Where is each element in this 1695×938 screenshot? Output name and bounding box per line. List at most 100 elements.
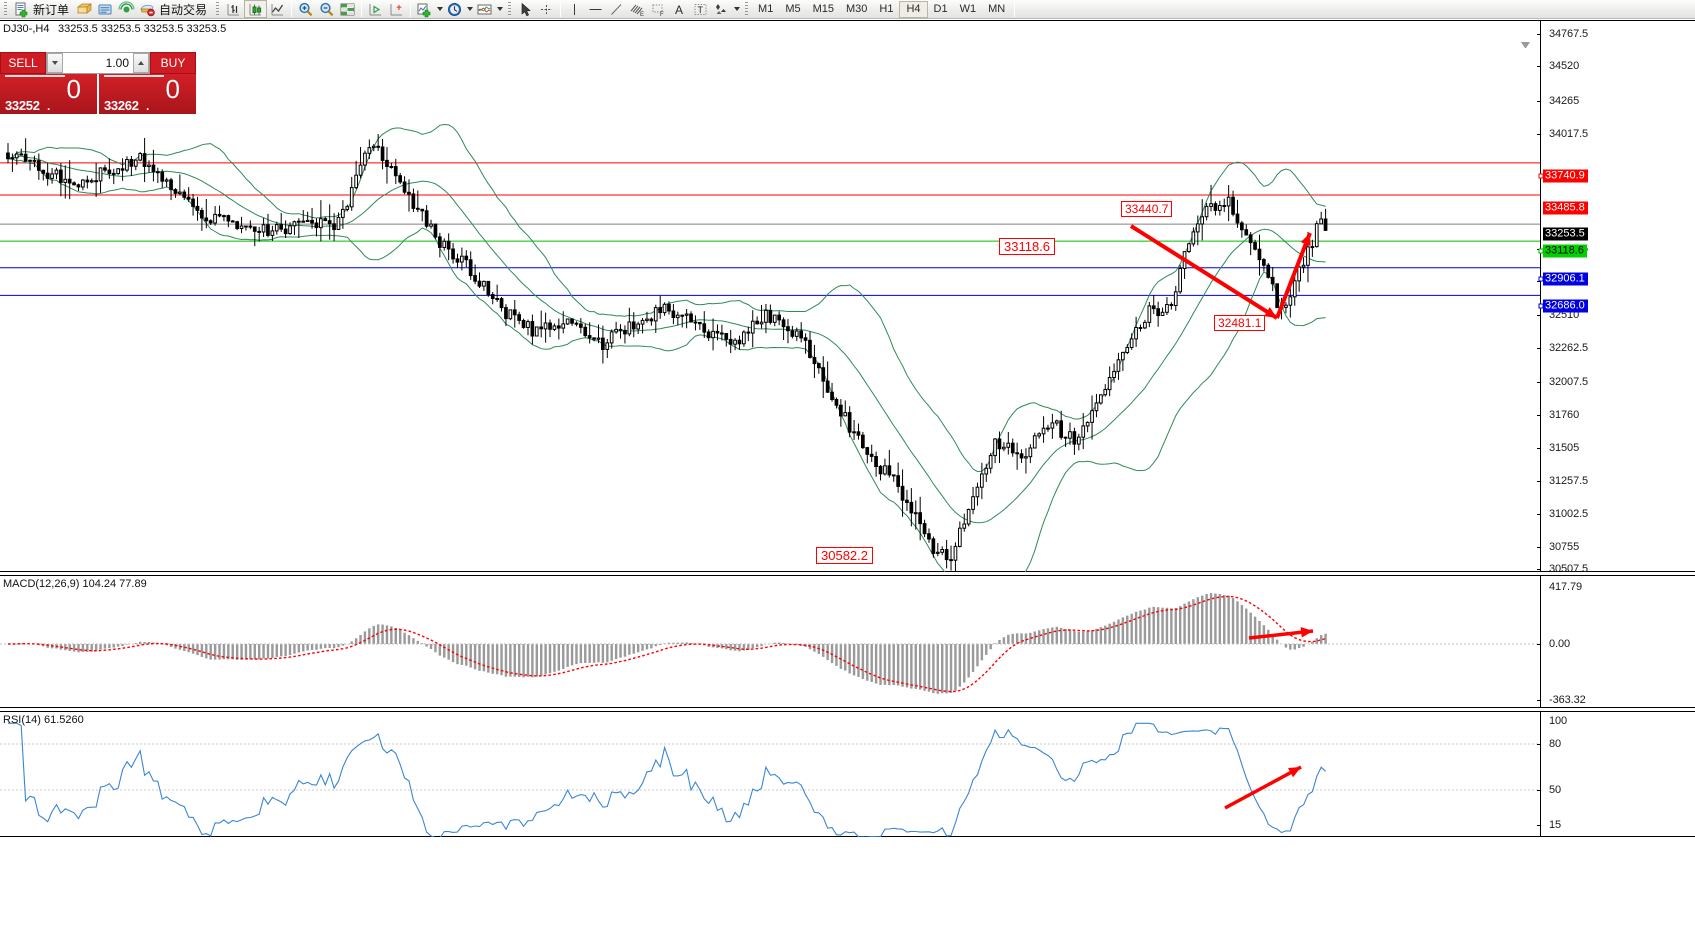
level-handle-33740-9[interactable] bbox=[1538, 173, 1544, 179]
bid-price-frac: 0 bbox=[66, 74, 81, 104]
bid-decimal: . bbox=[47, 99, 51, 113]
timeframe-m1[interactable]: M1 bbox=[758, 2, 774, 15]
timeframe-m30[interactable]: M30 bbox=[846, 2, 868, 15]
shapes-dropdown-arrow[interactable] bbox=[732, 1, 741, 17]
macd-axis[interactable]: 417.79 0.00 -363.32 bbox=[1537, 576, 1695, 707]
chart-area[interactable]: DJ30-,H4 33253.5 33253.5 33253.5 33253.5… bbox=[0, 19, 1695, 938]
trade-panel-top-row: SELL 1.00 BUY bbox=[0, 52, 196, 74]
price-plot[interactable] bbox=[0, 21, 1540, 572]
timeframe-w1[interactable]: W1 bbox=[959, 2, 977, 15]
data-window-button[interactable] bbox=[337, 0, 358, 18]
period-button[interactable] bbox=[444, 0, 465, 18]
level-handle-33118-6[interactable] bbox=[1538, 248, 1544, 254]
rsi-plot[interactable] bbox=[0, 712, 1540, 837]
templates-icon bbox=[476, 1, 493, 18]
rsi-axis[interactable]: 100 80 50 15 bbox=[1537, 712, 1695, 836]
crosshair-button[interactable] bbox=[536, 0, 557, 18]
candlestick-chart-button[interactable] bbox=[244, 0, 268, 18]
auto-trading-button[interactable]: 自动交易 bbox=[137, 0, 212, 18]
templates-dropdown-arrow[interactable] bbox=[495, 1, 504, 17]
price-tag-32906-1[interactable]: 32906.1 bbox=[1543, 272, 1588, 286]
vertical-line-button[interactable] bbox=[564, 0, 585, 18]
macd-tick-max: 417.79 bbox=[1549, 581, 1583, 593]
ask-quote[interactable]: 33262 . 0 bbox=[99, 74, 196, 114]
price-tag-32686-0[interactable]: 32686.0 bbox=[1543, 299, 1588, 313]
toolbar-grip-2[interactable] bbox=[215, 1, 221, 17]
bid-quote[interactable]: 33252 . 0 bbox=[0, 74, 97, 114]
one-click-trading-panel[interactable]: SELL 1.00 BUY 33252 . 0 33262 bbox=[0, 52, 196, 114]
horizontal-line-button[interactable] bbox=[585, 0, 606, 18]
buy-button[interactable]: BUY bbox=[150, 52, 196, 74]
label-30582-2: 30582.2 bbox=[816, 547, 873, 564]
price-tick-31002-5: 31002.5 bbox=[1549, 508, 1589, 520]
timeframe-h4[interactable]: H4 bbox=[899, 0, 928, 18]
ask-price-int: 33262 bbox=[104, 98, 139, 113]
text-button[interactable]: A bbox=[669, 0, 690, 18]
channel-button[interactable]: F bbox=[648, 0, 669, 18]
rsi-tick-80: 80 bbox=[1549, 738, 1562, 750]
zoom-out-button[interactable] bbox=[316, 0, 337, 18]
price-tick-32007-5: 32007.5 bbox=[1549, 376, 1589, 388]
zoom-in-button[interactable] bbox=[295, 0, 316, 18]
profiles-button[interactable] bbox=[74, 0, 95, 18]
price-pane[interactable]: DJ30-,H4 33253.5 33253.5 33253.5 33253.5… bbox=[0, 20, 1695, 575]
zoom-in-icon bbox=[297, 1, 314, 18]
price-tag-33118-6[interactable]: 33118.6 bbox=[1543, 244, 1587, 258]
timeframe-h1[interactable]: H1 bbox=[879, 2, 894, 15]
timeframe-m5[interactable]: M5 bbox=[785, 2, 801, 15]
level-handle-32906-1[interactable] bbox=[1538, 276, 1544, 282]
trendline-icon bbox=[608, 1, 625, 18]
shapes-button[interactable] bbox=[711, 0, 732, 18]
level-handle-32686-0[interactable] bbox=[1538, 303, 1544, 309]
toolbar-separator-4 bbox=[560, 1, 562, 17]
trendline-button[interactable] bbox=[606, 0, 627, 18]
volume-decrement-button[interactable] bbox=[47, 53, 63, 73]
price-tag-33740-9[interactable]: 33740.9 bbox=[1543, 169, 1588, 183]
price-axis[interactable]: 34767.5 34520 34265 34017.5 33012.5 3276… bbox=[1537, 21, 1695, 575]
macd-plot[interactable] bbox=[0, 576, 1540, 708]
toolbar-separator-1 bbox=[291, 1, 293, 17]
svg-text:E: E bbox=[640, 12, 644, 18]
new-order-button[interactable]: 新订单 bbox=[11, 0, 74, 18]
price-tick-31505-0: 31505 bbox=[1549, 442, 1580, 454]
line-chart-button[interactable] bbox=[267, 0, 288, 18]
svg-text:F: F bbox=[660, 12, 664, 18]
shapes-icon bbox=[713, 1, 730, 18]
autoscroll-button[interactable] bbox=[365, 0, 386, 18]
timeframe-mn[interactable]: MN bbox=[988, 2, 1006, 15]
chart-scroll-nub[interactable] bbox=[1521, 42, 1530, 49]
price-tag-33485-8[interactable]: 33485.8 bbox=[1543, 201, 1588, 215]
toolbar-grip-4[interactable] bbox=[744, 1, 750, 17]
rsi-pane[interactable]: RSI(14) 61.5260 100 80 50 15 bbox=[0, 711, 1695, 837]
timeframe-m15[interactable]: M15 bbox=[812, 2, 834, 15]
toolbar-grip[interactable] bbox=[3, 1, 8, 17]
autoscroll-icon bbox=[367, 1, 384, 18]
navigator-button[interactable] bbox=[116, 0, 137, 18]
cursor-button[interactable] bbox=[515, 0, 536, 18]
volume-value[interactable]: 1.00 bbox=[63, 53, 133, 73]
templates-button[interactable] bbox=[474, 0, 495, 18]
macd-label: MACD(12,26,9) 104.24 77.89 bbox=[3, 578, 147, 590]
volume-field[interactable]: 1.00 bbox=[46, 52, 150, 74]
price-tick-34265-0: 34265 bbox=[1549, 95, 1580, 107]
price-tick-34520-0: 34520 bbox=[1549, 60, 1580, 72]
toolbar-grip-3[interactable] bbox=[507, 1, 513, 17]
price-tag-33253-5[interactable]: 33253.5 bbox=[1543, 227, 1588, 241]
chart-shift-button[interactable] bbox=[386, 0, 407, 18]
period-dropdown-arrow[interactable] bbox=[465, 1, 474, 17]
toolbar-separator-3 bbox=[410, 1, 412, 17]
sell-button[interactable]: SELL bbox=[0, 52, 46, 74]
price-tick-31257-5: 31257.5 bbox=[1549, 475, 1589, 487]
macd-pane[interactable]: MACD(12,26,9) 104.24 77.89 417.79 0.00 -… bbox=[0, 575, 1695, 708]
price-tick-32262-5: 32262.5 bbox=[1549, 342, 1589, 354]
bar-chart-button[interactable] bbox=[223, 0, 244, 18]
volume-increment-button[interactable] bbox=[133, 53, 149, 73]
timeframe-d1[interactable]: D1 bbox=[933, 2, 948, 15]
indicators-dropdown-arrow[interactable] bbox=[435, 1, 444, 17]
fibonacci-button[interactable]: E bbox=[627, 0, 648, 18]
fibonacci-icon: E bbox=[629, 1, 646, 18]
text-label-button[interactable]: T bbox=[690, 0, 711, 18]
rsi-label: RSI(14) 61.5260 bbox=[3, 714, 84, 726]
market-watch-button[interactable] bbox=[95, 0, 116, 18]
indicators-button[interactable] bbox=[414, 0, 435, 18]
